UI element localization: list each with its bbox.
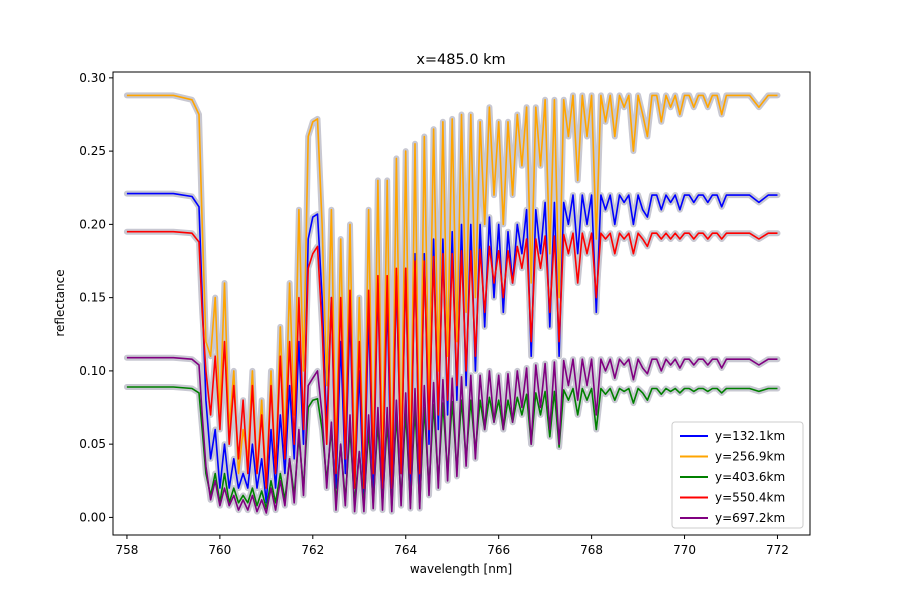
- legend-entry: y=403.6km: [715, 470, 785, 484]
- y-tick-label: 0.30: [79, 71, 106, 85]
- x-axis-ticks: 758 760 762 764 766 768 770 772: [115, 535, 789, 557]
- series-line-4: [126, 230, 778, 489]
- x-tick-label: 760: [208, 543, 231, 557]
- x-tick-label: 764: [394, 543, 417, 557]
- x-tick-label: 770: [673, 543, 696, 557]
- legend: y=132.1km y=256.9km y=403.6km y=550.4km y=69…: [671, 421, 804, 529]
- plot-frame: [112, 71, 811, 536]
- legend-box: [671, 421, 804, 529]
- x-tick-label: 762: [301, 543, 324, 557]
- x-axis-label: wavelength [nm]: [410, 562, 512, 576]
- y-tick-label: 0.25: [79, 144, 106, 158]
- series-lines: [126, 94, 778, 514]
- legend-entry: y=256.9km: [715, 450, 785, 464]
- x-tick-label: 772: [766, 543, 789, 557]
- series-line-5: [126, 356, 778, 514]
- x-tick-label: 758: [115, 543, 138, 557]
- legend-entry: y=550.4km: [715, 491, 785, 505]
- legend-entry: y=697.2km: [715, 511, 785, 525]
- chart-title: x=485.0 km: [416, 52, 505, 68]
- y-tick-label: 0.15: [79, 291, 106, 305]
- y-tick-label: 0.10: [79, 364, 106, 378]
- y-axis-label: reflectance: [53, 269, 67, 336]
- y-tick-label: 0.00: [79, 510, 106, 524]
- y-tick-label: 0.20: [79, 217, 106, 231]
- x-tick-label: 766: [487, 543, 510, 557]
- y-tick-label: 0.05: [79, 437, 106, 451]
- y-axis-ticks: 0.00 0.05 0.10 0.15 0.20 0.25 0.30: [79, 71, 113, 524]
- legend-entry: y=132.1km: [715, 429, 785, 443]
- x-tick-label: 768: [580, 543, 603, 557]
